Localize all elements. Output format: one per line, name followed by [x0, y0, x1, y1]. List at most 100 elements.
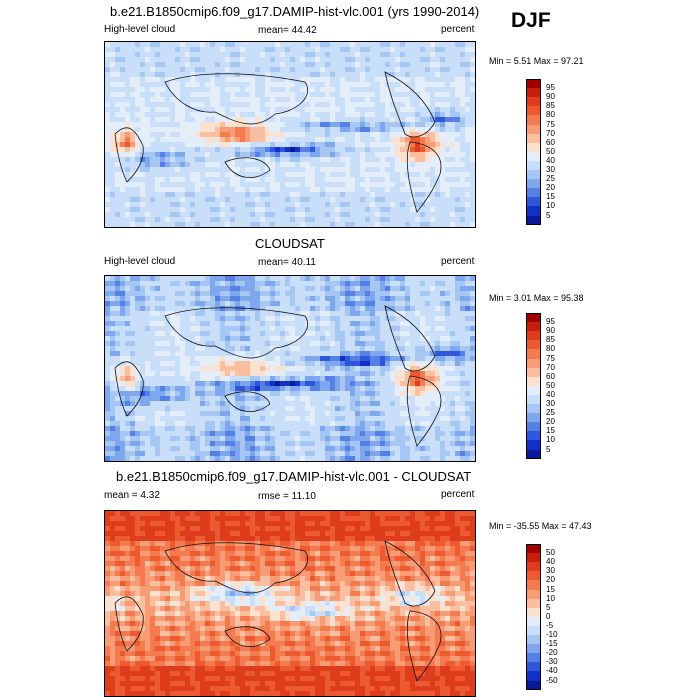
- field-cell: [150, 182, 156, 188]
- field-cell: [395, 127, 401, 133]
- field-cell: [385, 77, 391, 83]
- field-cell: [440, 72, 446, 78]
- field-cell: [115, 157, 121, 163]
- field-cell: [370, 97, 376, 103]
- field-cell: [135, 62, 141, 68]
- field-cell: [240, 321, 246, 327]
- field-cell: [250, 331, 256, 337]
- field-cell: [105, 102, 111, 108]
- field-cell: [255, 346, 261, 352]
- field-cell: [290, 361, 296, 367]
- field-cell: [250, 401, 256, 407]
- field-cell: [300, 107, 306, 113]
- field-cell: [380, 301, 386, 307]
- field-cell: [160, 132, 166, 138]
- field-cell: [190, 127, 196, 133]
- field-cell: [195, 192, 201, 198]
- field-cell: [300, 356, 306, 362]
- panel-title: CLOUDSAT: [255, 236, 325, 251]
- field-cell: [365, 72, 371, 78]
- field-cell: [325, 52, 331, 58]
- field-cell: [380, 361, 386, 367]
- field-cell: [400, 391, 406, 397]
- field-cell: [425, 67, 431, 73]
- field-cell: [290, 396, 296, 402]
- field-cell: [370, 222, 376, 227]
- field-cell: [315, 192, 321, 198]
- field-cell: [170, 286, 176, 292]
- field-cell: [120, 57, 126, 63]
- field-cell: [355, 87, 361, 93]
- field-cell: [340, 162, 346, 168]
- field-cell: [230, 316, 236, 322]
- field-cell: [440, 172, 446, 178]
- field-cell: [115, 356, 121, 362]
- field-cell: [195, 127, 201, 133]
- field-cell: [105, 366, 111, 372]
- field-cell: [195, 97, 201, 103]
- colorbar-tick-label: 5: [546, 210, 551, 220]
- field-cell: [360, 177, 366, 183]
- field-cell: [415, 316, 421, 322]
- field-cell: [200, 411, 206, 417]
- field-cell: [200, 132, 206, 138]
- field-cell: [125, 127, 131, 133]
- field-cell: [300, 67, 306, 73]
- field-cell: [465, 361, 471, 367]
- field-cell: [150, 157, 156, 163]
- field-cell: [250, 147, 256, 153]
- field-cell: [350, 326, 356, 332]
- field-cell: [135, 177, 141, 183]
- field-cell: [240, 416, 246, 422]
- field-cell: [125, 117, 131, 123]
- field-cell: [205, 42, 211, 48]
- colorbar-tick-label: 95: [546, 83, 555, 93]
- field-cell: [145, 381, 151, 387]
- field-cell: [440, 57, 446, 63]
- field-cell: [190, 222, 196, 227]
- field-cell: [240, 62, 246, 68]
- field-cell: [145, 187, 151, 193]
- field-cell: [445, 311, 451, 317]
- field-cell: [160, 356, 166, 362]
- field-cell: [235, 42, 241, 48]
- field-cell: [360, 187, 366, 193]
- field-cell: [380, 172, 386, 178]
- field-cell: [130, 356, 136, 362]
- field-cell: [105, 77, 111, 83]
- field-cell: [470, 72, 475, 78]
- field-cell: [250, 376, 256, 382]
- field-cell: [280, 172, 286, 178]
- field-cell: [180, 182, 186, 188]
- field-cell: [425, 411, 431, 417]
- field-cell: [465, 406, 471, 412]
- field-cell: [305, 391, 311, 397]
- field-cell: [205, 331, 211, 337]
- field-cell: [465, 62, 471, 68]
- field-cell: [275, 276, 281, 282]
- field-cell: [280, 102, 286, 108]
- field-cell: [470, 137, 475, 143]
- field-cell: [205, 381, 211, 387]
- field-cell: [315, 187, 321, 193]
- field-cell: [285, 52, 291, 58]
- field-cell: [155, 361, 161, 367]
- field-cell: [105, 47, 111, 53]
- field-cell: [145, 112, 151, 118]
- field-cell: [210, 376, 216, 382]
- field-cell: [175, 97, 181, 103]
- field-cell: [160, 311, 166, 317]
- field-cell: [135, 222, 141, 227]
- field-cell: [340, 376, 346, 382]
- field-cell: [255, 57, 261, 63]
- field-cell: [355, 127, 361, 133]
- field-cell: [285, 401, 291, 407]
- field-cell: [165, 311, 171, 317]
- field-cell: [295, 321, 301, 327]
- field-cell: [335, 187, 341, 193]
- field-cell: [140, 396, 146, 402]
- field-cell: [220, 182, 226, 188]
- field-cell: [325, 47, 331, 53]
- field-cell: [445, 162, 451, 168]
- field-cell: [455, 376, 461, 382]
